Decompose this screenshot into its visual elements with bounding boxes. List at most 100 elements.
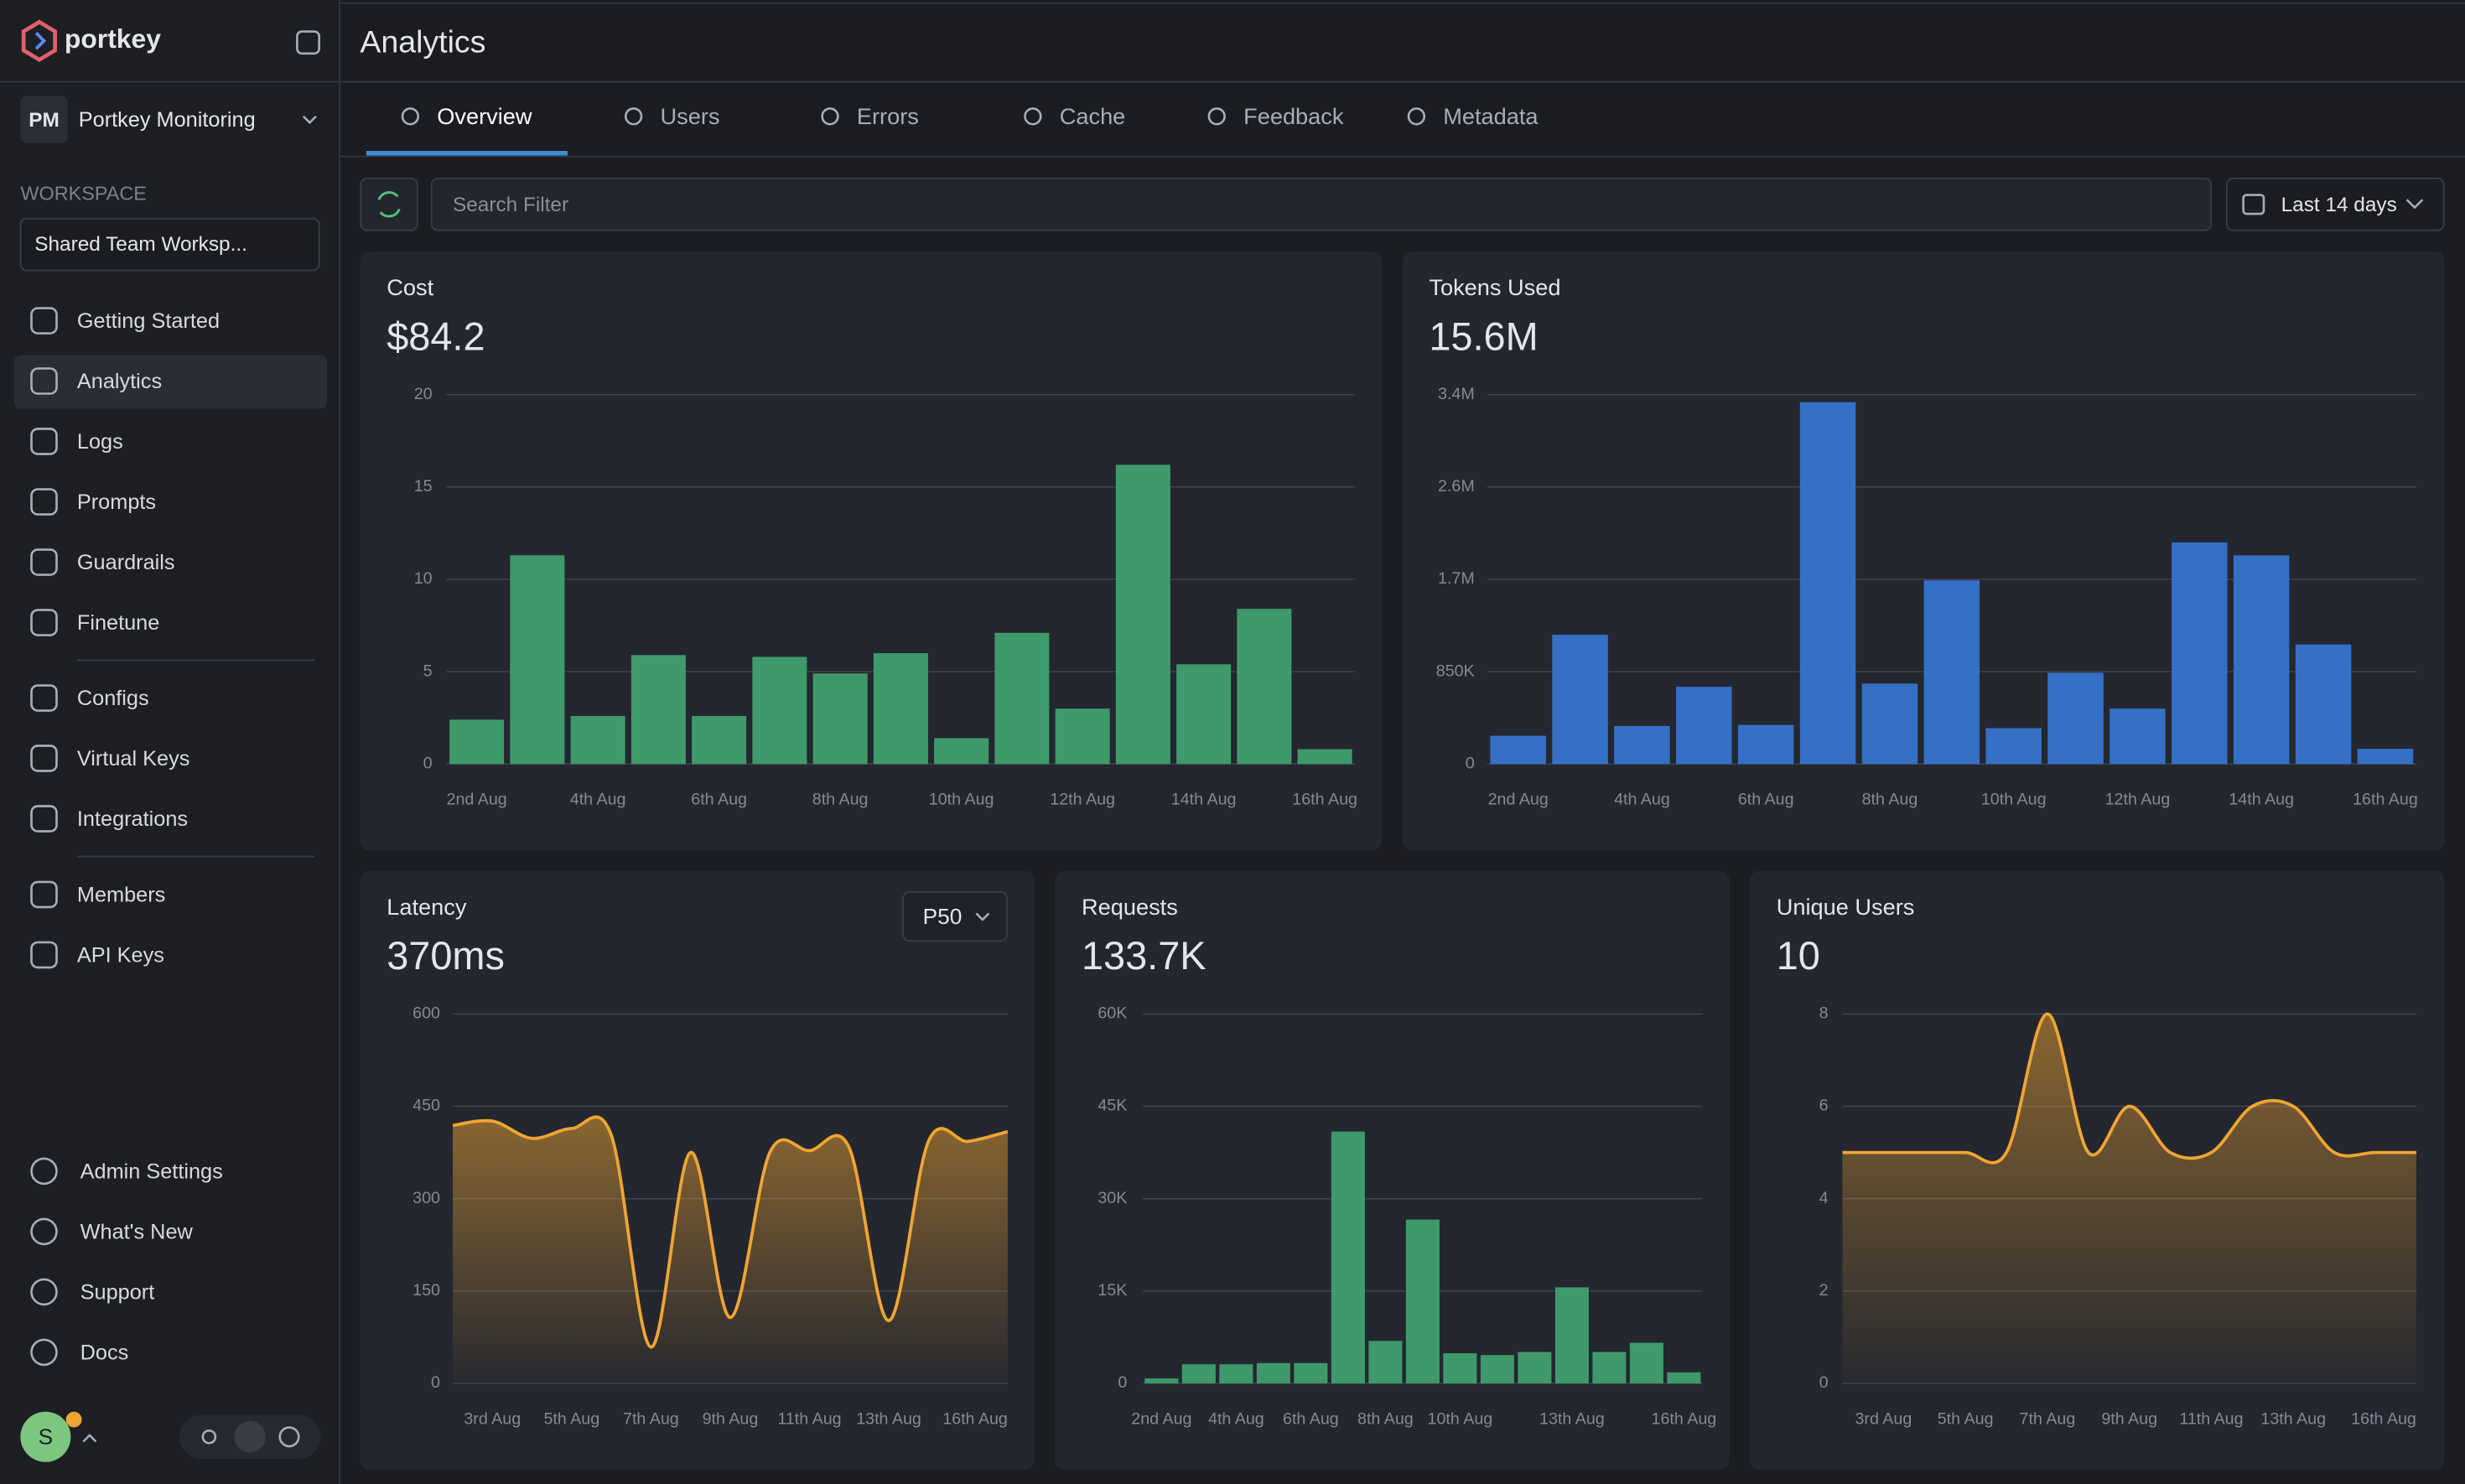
- nav-item[interactable]: Finetune: [77, 611, 159, 635]
- x-tick-label: 13th Aug: [1539, 1409, 1605, 1428]
- nav-icon: [30, 307, 58, 335]
- tab[interactable]: Metadata: [1443, 103, 1539, 129]
- y-tick-label: 20: [414, 385, 433, 403]
- line: [452, 1115, 1009, 1349]
- y-tick-label: 45K: [1098, 1097, 1127, 1115]
- tab-icon: [401, 107, 420, 126]
- org-switcher[interactable]: PM Portkey Monitoring: [20, 96, 317, 143]
- x-tick-label: 10th Aug: [1981, 791, 2047, 809]
- y-tick-label: 0: [423, 754, 433, 772]
- nav-item[interactable]: Logs: [77, 430, 123, 454]
- tab[interactable]: Cache: [1060, 103, 1126, 129]
- nav-item[interactable]: Getting Started: [77, 309, 220, 333]
- auto-icon[interactable]: [278, 1426, 300, 1448]
- date-picker[interactable]: [2226, 177, 2445, 231]
- nav-item[interactable]: What's New: [80, 1220, 194, 1243]
- tab-underline: [366, 151, 568, 156]
- x-tick-label: 2nd Aug: [447, 791, 507, 809]
- workspace-name: Shared Team Worksp...: [34, 233, 247, 256]
- avatar[interactable]: [20, 1411, 71, 1462]
- light-icon[interactable]: [201, 1429, 217, 1445]
- calendar-icon: [2242, 194, 2265, 215]
- y-tick-label: 15: [414, 477, 433, 496]
- chart-summary: 370ms: [387, 934, 505, 978]
- chevron: [82, 1434, 97, 1443]
- chart-summary: $84.2: [387, 314, 485, 358]
- tab[interactable]: Feedback: [1243, 103, 1344, 129]
- tab[interactable]: Users: [661, 103, 720, 129]
- bar: [1629, 1342, 1663, 1383]
- x-tick-label: 5th Aug: [543, 1409, 599, 1428]
- x-tick-label: 7th Aug: [623, 1409, 679, 1428]
- org-name: Portkey Monitoring: [79, 108, 256, 132]
- nav-item[interactable]: API Keys: [77, 943, 164, 967]
- tabs: Overview Users Errors Cache Feedback Metadata: [401, 103, 1539, 129]
- bar: [1176, 664, 1232, 765]
- bar: [631, 655, 686, 765]
- nav-item[interactable]: Admin Settings: [80, 1160, 223, 1183]
- refresh-button[interactable]: [360, 177, 418, 231]
- bar: [1055, 708, 1110, 765]
- y-tick-label: 2.6M: [1438, 477, 1475, 496]
- bar: [2233, 555, 2290, 765]
- bar: [994, 632, 1050, 765]
- x-tick-label: 16th Aug: [1652, 1409, 1717, 1428]
- tab[interactable]: Errors: [857, 103, 919, 129]
- workspace-label: WORKSPACE: [20, 183, 147, 205]
- nav-item[interactable]: Support: [80, 1280, 155, 1304]
- collapse-button[interactable]: [296, 30, 320, 55]
- nav-item[interactable]: Members: [77, 883, 165, 906]
- tab[interactable]: Overview: [437, 103, 532, 129]
- nav-icon: [30, 805, 58, 833]
- nav-item[interactable]: Analytics: [77, 370, 162, 393]
- nav-item[interactable]: Guardrails: [77, 551, 175, 574]
- nav-item[interactable]: Docs: [80, 1341, 129, 1364]
- bar: [1592, 1352, 1627, 1383]
- nav-icon: [30, 428, 58, 455]
- workspace-select[interactable]: [19, 217, 320, 272]
- date-range: Last 14 days: [2281, 194, 2397, 216]
- x-tick-label: 10th Aug: [1428, 1409, 1493, 1428]
- bar: [1297, 749, 1352, 765]
- tab-icon: [624, 107, 643, 126]
- bar: [2357, 749, 2414, 765]
- y-tick-label: 600: [413, 1004, 440, 1023]
- bar: [1923, 580, 1980, 765]
- x-tick-label: 8th Aug: [1357, 1409, 1414, 1428]
- bar: [1256, 1362, 1290, 1383]
- nav-icon: [30, 880, 58, 909]
- x-tick-label: 4th Aug: [570, 791, 626, 809]
- nav-icon: [30, 1278, 58, 1306]
- chevron: [975, 912, 990, 921]
- bar: [692, 715, 747, 765]
- bar: [1861, 683, 1918, 765]
- y-tick-label: 850K: [1436, 662, 1475, 680]
- chevron: [2405, 199, 2424, 210]
- bar: [2172, 542, 2228, 765]
- bar: [812, 673, 868, 765]
- nav-icon: [30, 488, 58, 516]
- tab-icon: [1024, 107, 1042, 126]
- bar: [1331, 1131, 1365, 1383]
- chart-summary: 15.6M: [1429, 314, 1538, 358]
- nav-item[interactable]: Integrations: [77, 807, 188, 831]
- org-initials: PM: [29, 109, 60, 132]
- y-tick-label: 30K: [1098, 1189, 1127, 1207]
- bar: [2110, 708, 2166, 765]
- nav-item[interactable]: Configs: [77, 687, 149, 710]
- y-tick-label: 1.7M: [1438, 569, 1475, 588]
- x-tick-label: 4th Aug: [1614, 791, 1670, 809]
- y-tick-label: 150: [413, 1281, 440, 1300]
- nav-item[interactable]: Prompts: [77, 490, 156, 514]
- bar: [1552, 635, 1608, 765]
- bar: [1676, 687, 1732, 765]
- x-tick-label: 8th Aug: [812, 791, 869, 809]
- bar: [1219, 1364, 1253, 1383]
- dropdown[interactable]: [902, 891, 1008, 942]
- nav-item[interactable]: Virtual Keys: [77, 747, 190, 771]
- x-tick-label: 2nd Aug: [1131, 1409, 1191, 1428]
- y-tick-label: 0: [431, 1373, 440, 1392]
- y-tick-label: 0: [1819, 1373, 1829, 1392]
- search-input[interactable]: [430, 177, 2213, 231]
- y-tick-label: 3.4M: [1438, 385, 1475, 403]
